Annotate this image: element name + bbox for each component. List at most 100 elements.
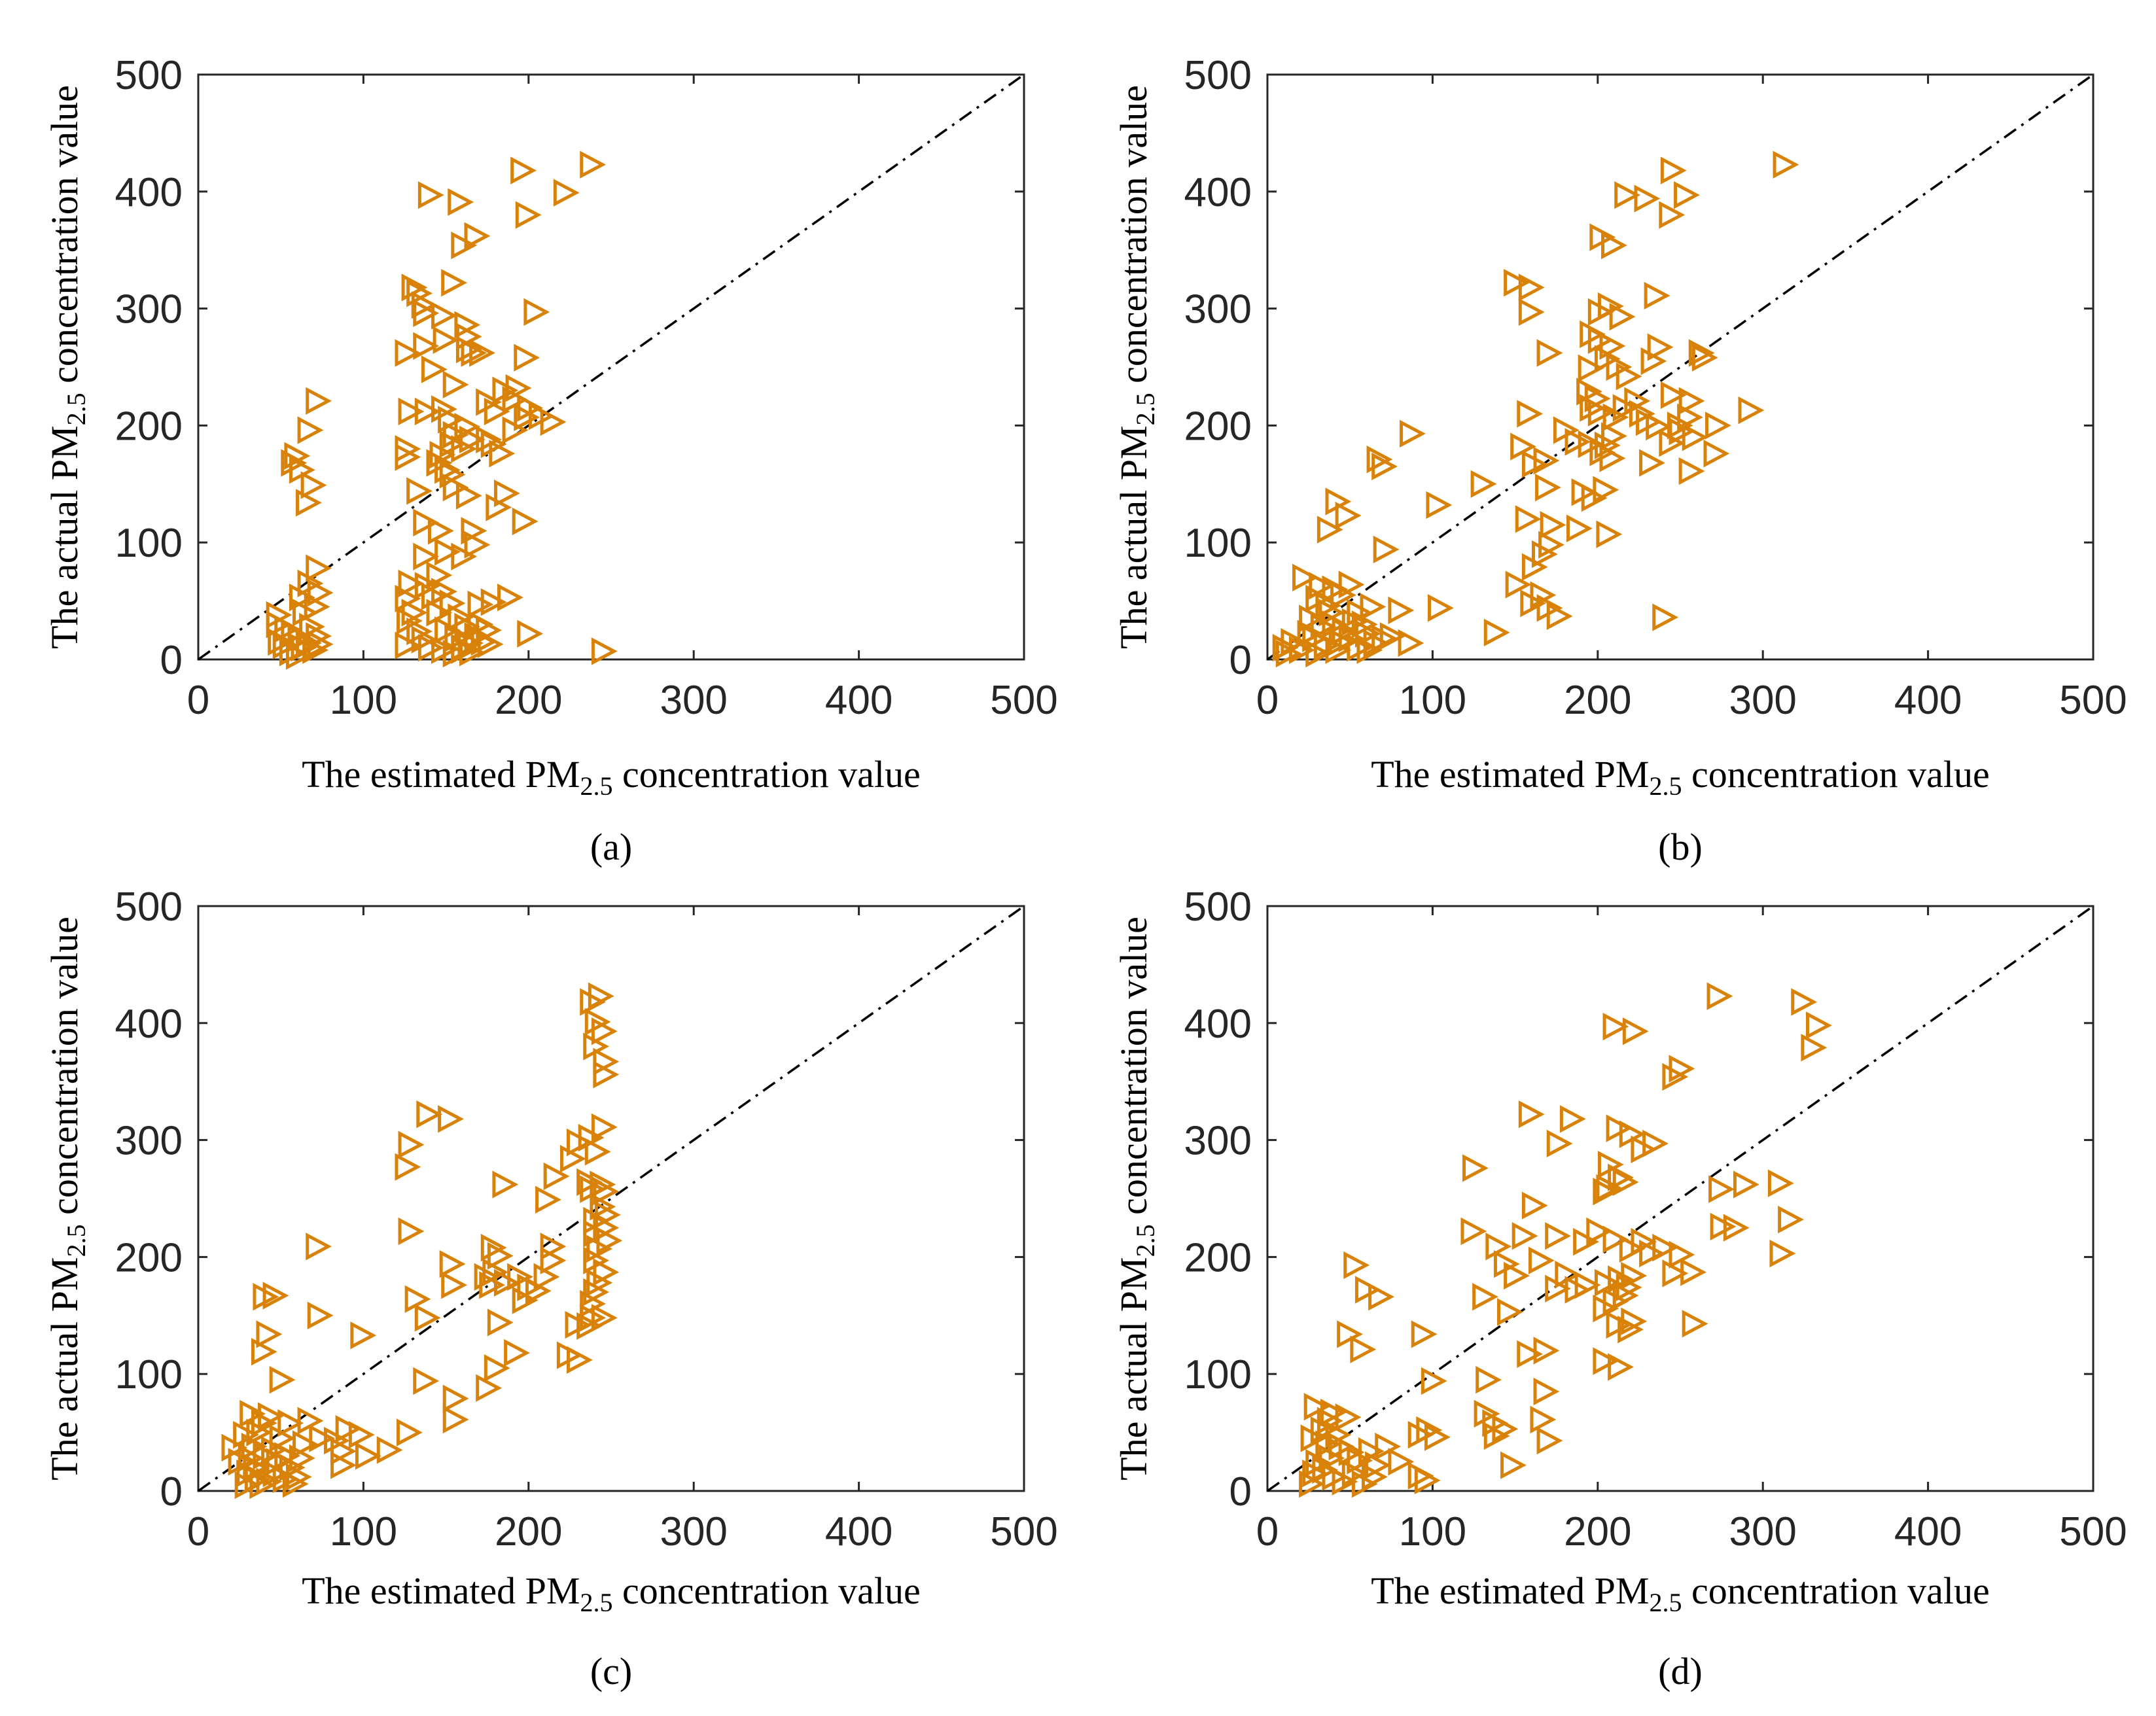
data-point <box>1608 1163 1634 1191</box>
data-point <box>1338 1438 1365 1467</box>
data-point <box>1300 1424 1327 1452</box>
data-point <box>593 1258 620 1286</box>
plot-frame <box>197 905 1025 1492</box>
data-point <box>580 150 607 179</box>
x-tick-label: 100 <box>1399 1509 1466 1554</box>
data-point <box>1680 1258 1706 1286</box>
data-point <box>1667 411 1693 440</box>
data-point <box>1350 1335 1377 1363</box>
data-point <box>514 343 540 372</box>
data-point <box>306 1233 332 1261</box>
data-point <box>1634 184 1661 213</box>
data-point <box>1343 1251 1370 1280</box>
label-text-part: concentration value <box>1682 753 1990 796</box>
x-axis-label: The estimated PM2.5 concentration value <box>302 1569 921 1617</box>
data-point <box>1416 1416 1443 1445</box>
x-axis-label: The estimated PM2.5 concentration value <box>1371 1569 1990 1617</box>
data-point <box>261 1436 287 1464</box>
data-point <box>492 1170 519 1199</box>
data-point <box>580 1304 607 1332</box>
data-point <box>1773 150 1799 179</box>
data-point <box>523 298 550 326</box>
data-point <box>1536 1426 1563 1455</box>
data-point <box>540 1233 567 1261</box>
data-point <box>1351 610 1378 639</box>
data-point <box>584 1138 611 1166</box>
data-point <box>1703 440 1730 468</box>
data-point <box>1305 639 1332 668</box>
data-point <box>428 517 454 545</box>
data-point <box>1379 622 1406 650</box>
data-point <box>1483 1422 1510 1450</box>
data-point <box>493 479 520 508</box>
data-point <box>1708 1175 1735 1203</box>
label-text-part: The actual PM <box>1112 425 1155 648</box>
y-tick-label: 500 <box>1184 884 1252 930</box>
data-point <box>1356 636 1383 664</box>
x-tick-label: 500 <box>990 678 1057 723</box>
data-point <box>246 1418 273 1446</box>
y-tick-label: 0 <box>160 1469 183 1515</box>
data-point <box>1337 1320 1364 1348</box>
data-point <box>414 397 441 426</box>
data-point <box>1303 1393 1330 1421</box>
x-tick-label: 100 <box>1399 678 1466 723</box>
data-point <box>480 430 507 459</box>
data-point <box>1462 1154 1489 1182</box>
data-point <box>576 1312 603 1340</box>
data-point <box>306 554 332 582</box>
data-point <box>476 425 503 454</box>
data-point <box>1631 1135 1657 1164</box>
label-subscript: 2.5 <box>1650 1588 1682 1617</box>
x-tick-label: 100 <box>330 678 397 723</box>
data-point <box>292 1430 319 1458</box>
data-point <box>417 633 444 662</box>
data-point <box>395 1153 421 1181</box>
data-point <box>1608 1353 1634 1381</box>
data-point <box>1791 988 1818 1016</box>
data-point <box>272 631 299 659</box>
data-point <box>335 1415 362 1443</box>
data-point <box>591 637 618 665</box>
data-point <box>1574 1271 1601 1299</box>
data-point <box>398 1130 425 1159</box>
data-point <box>1375 1432 1402 1461</box>
data-point <box>239 1399 266 1428</box>
data-point <box>1362 1463 1388 1491</box>
data-point <box>1659 429 1686 457</box>
data-point <box>292 599 319 627</box>
data-point <box>1517 400 1544 428</box>
data-point <box>480 1233 507 1262</box>
data-point <box>411 625 438 654</box>
data-point <box>1593 476 1619 504</box>
data-point <box>1520 589 1547 618</box>
data-point <box>1805 1011 1832 1040</box>
x-tick-label: 200 <box>495 678 562 723</box>
label-subscript: 2.5 <box>1131 1224 1160 1257</box>
data-point <box>1470 470 1497 498</box>
data-point <box>307 578 334 607</box>
data-point <box>1373 535 1400 564</box>
y-tick-label: 0 <box>1229 638 1252 683</box>
data-point <box>262 1282 289 1310</box>
x-tick-label: 300 <box>1729 678 1796 723</box>
data-point <box>1335 501 1362 530</box>
reference-line-y-equals-x <box>1266 905 2094 1492</box>
y-tick-label: 100 <box>115 1352 183 1397</box>
data-point <box>1606 1114 1633 1142</box>
data-point <box>1660 156 1687 184</box>
data-point <box>1360 593 1387 621</box>
data-point <box>591 1304 618 1332</box>
data-point <box>1778 1206 1804 1234</box>
y-tick-label: 400 <box>1184 1002 1252 1047</box>
reference-line-y-equals-x <box>197 73 1025 661</box>
data-point <box>1733 1170 1759 1199</box>
data-point <box>502 416 529 444</box>
scatter-panel-d: 0 100 200 300 400 500 0 100 200 300 400 500 The esti… <box>1112 884 2127 1692</box>
x-tick-label: 500 <box>990 1509 1057 1554</box>
data-point <box>1608 1265 1634 1293</box>
data-point <box>1573 1228 1599 1256</box>
data-point <box>567 1346 593 1374</box>
data-point <box>397 1418 423 1446</box>
y-tick-label: 200 <box>115 404 183 449</box>
